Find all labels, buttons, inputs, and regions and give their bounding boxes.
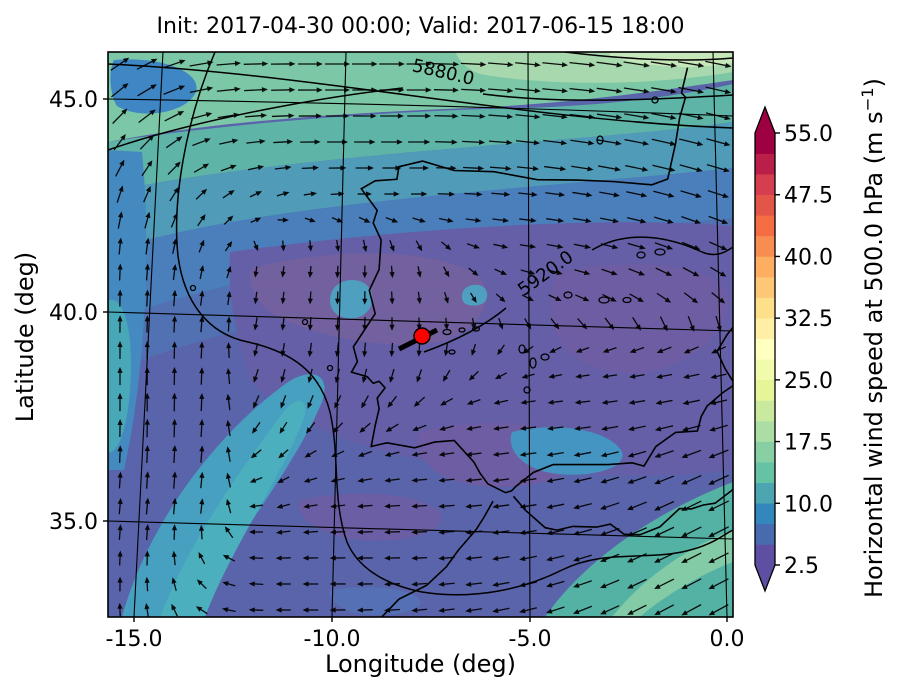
x-tick-label: -5.0 xyxy=(509,627,552,652)
colorbar-tick-label: 2.5 xyxy=(784,554,819,579)
trajectory-marker xyxy=(397,327,439,352)
axis-ticks: -15.0 -10.0 -5.0 0.0 45.0 40.0 35.0 xyxy=(49,88,744,652)
colorbar-tick-label: 40.0 xyxy=(784,245,833,270)
colorbar-tick-label: 17.5 xyxy=(784,431,833,456)
x-tick-label: 0.0 xyxy=(710,627,745,652)
marker-red-dot xyxy=(413,327,431,345)
x-tick-label: -15.0 xyxy=(106,627,163,652)
colorbar-tick-label: 47.5 xyxy=(784,184,833,209)
x-tick-label: -10.0 xyxy=(304,627,361,652)
y-tick-label: 35.0 xyxy=(49,510,98,535)
colorbar: 2.5 10.0 17.5 25.0 32.5 40.0 47.5 55.0 xyxy=(754,105,833,593)
y-tick-label: 40.0 xyxy=(49,301,98,326)
colorbar-tick-label: 55.0 xyxy=(784,122,833,147)
y-tick-label: 45.0 xyxy=(49,88,98,113)
plot-title: Init: 2017-04-30 00:00; Valid: 2017-06-1… xyxy=(156,14,685,39)
wind-quiver-arrows xyxy=(110,57,732,617)
x-axis-label: Longitude (deg) xyxy=(325,650,516,678)
graticule xyxy=(108,52,733,617)
plot-frame xyxy=(107,51,734,618)
colorbar-tick-label: 25.0 xyxy=(784,369,833,394)
colorbar-tick-label: 32.5 xyxy=(784,307,833,332)
colorbar-tick-label: 10.0 xyxy=(784,492,833,517)
